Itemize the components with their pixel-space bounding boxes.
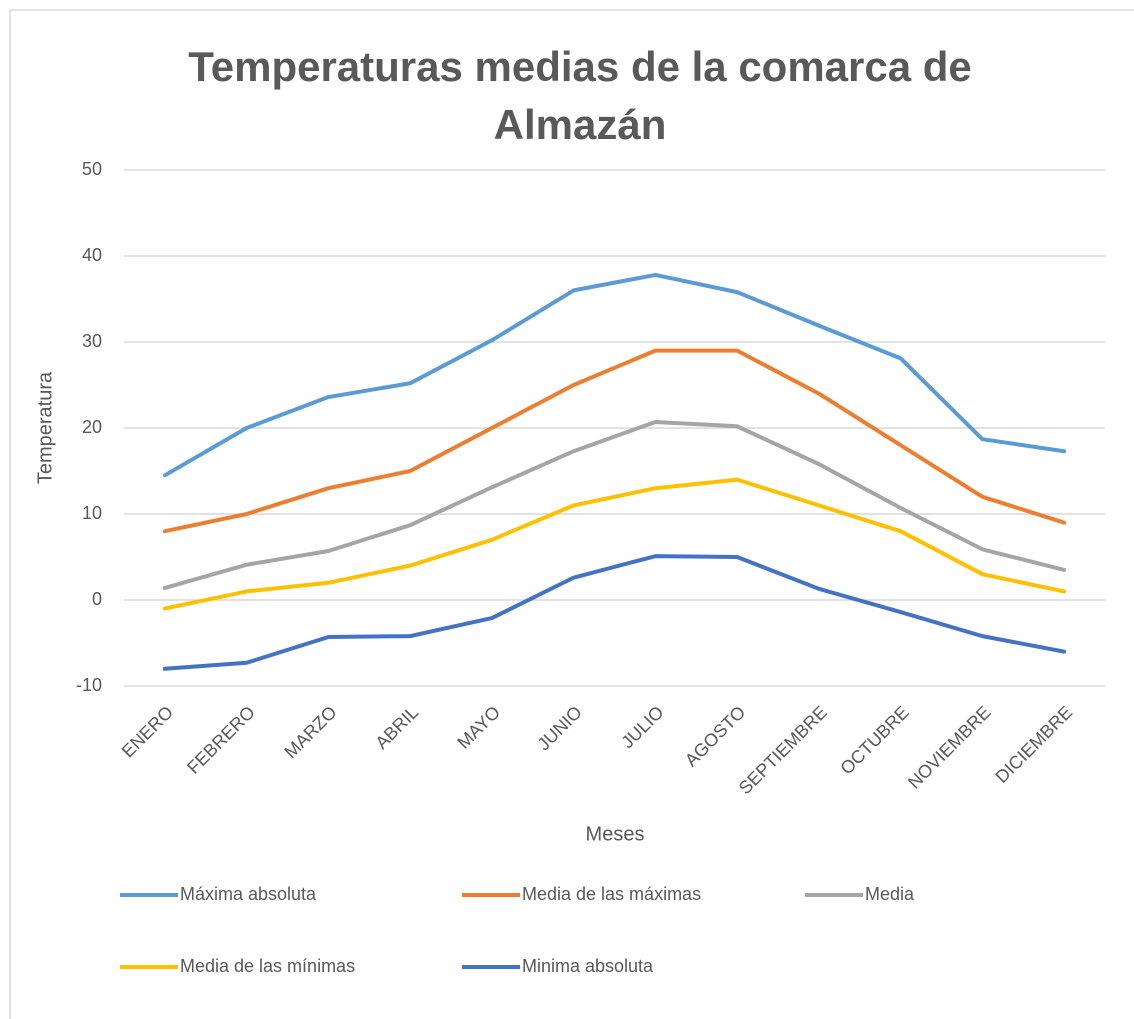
y-tick-label: 20 [82,417,102,437]
legend-label: Media de las máximas [522,884,701,904]
series-line [162,272,1067,478]
y-tick-label: 30 [82,331,102,351]
x-tick-label: JULIO [617,702,667,752]
chart-border [9,9,1134,1019]
y-axis-title: Temperatura [34,371,56,484]
x-tick-label: JUNIO [533,702,585,754]
legend-label: Minima absoluta [522,956,654,976]
series-line [162,348,1067,534]
x-tick-label: ABRIL [371,702,422,753]
legend-label: Media [865,884,915,904]
legend-label: Media de las mínimas [180,956,355,976]
series-line [162,554,1067,671]
x-tick-label: ENERO [118,702,177,761]
x-tick-label: MAYO [453,702,504,753]
y-tick-label: 40 [82,245,102,265]
series-line [162,419,1067,590]
x-tick-label: DICIEMBRE [991,702,1076,787]
series-line [162,477,1067,611]
x-axis-title: Meses [586,823,645,845]
x-tick-label: OCTUBRE [836,702,912,778]
y-tick-label: 0 [92,589,102,609]
x-tick-label: NOVIEMBRE [904,702,995,793]
x-tick-label: MARZO [280,702,340,762]
legend-label: Máxima absoluta [180,884,317,904]
x-tick-label: FEBRERO [183,702,259,778]
x-tick-label: SEPTIEMBRE [735,702,831,798]
y-tick-label: 10 [82,503,102,523]
y-tick-label: -10 [76,675,102,695]
x-tick-label: AGOSTO [681,702,749,770]
y-tick-label: 50 [82,159,102,179]
chart-title: Temperaturas medias de la comarca de Alm… [188,43,972,148]
